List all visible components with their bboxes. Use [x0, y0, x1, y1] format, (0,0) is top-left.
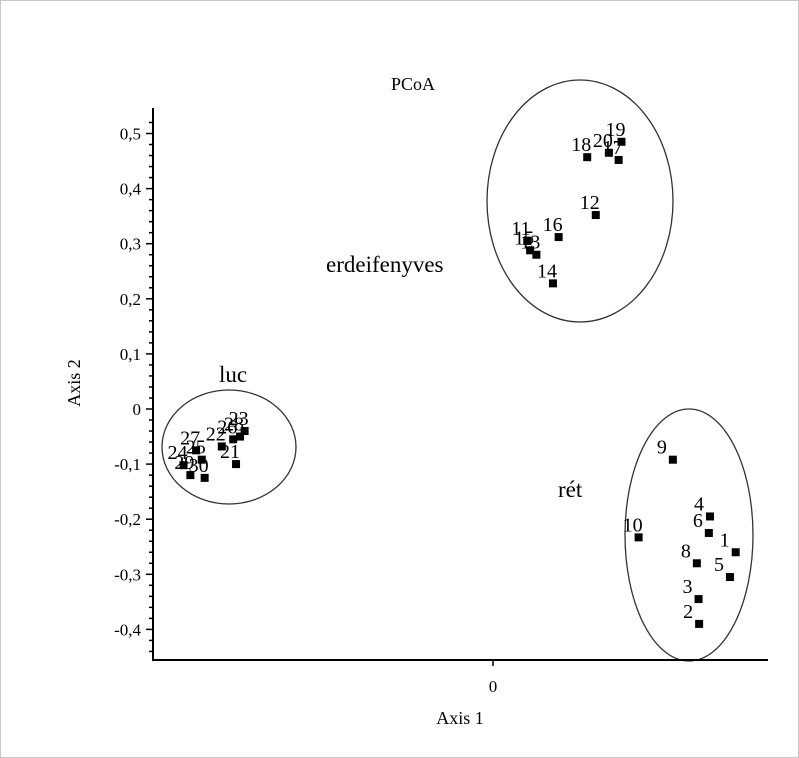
data-point-10	[634, 533, 643, 542]
data-point-label-4: 4	[694, 493, 704, 515]
data-point-label-17: 17	[603, 137, 623, 159]
data-point-30	[200, 473, 209, 482]
y-tick-label: 0,5	[120, 125, 141, 144]
y-tick-label: 0,2	[120, 290, 141, 309]
data-point-label-1: 1	[720, 529, 730, 551]
data-point-label-2: 2	[683, 601, 693, 623]
data-point-label-8: 8	[681, 540, 691, 562]
data-point-label-24: 24	[168, 442, 188, 464]
y-axis-title: Axis 2	[64, 359, 84, 407]
data-point-23	[240, 427, 249, 436]
data-point-14	[548, 279, 557, 288]
data-point-label-13: 13	[520, 232, 540, 254]
data-point-label-20: 20	[593, 130, 613, 152]
data-point-28	[236, 432, 245, 441]
data-point-17	[614, 155, 623, 164]
data-point-3	[694, 595, 703, 604]
data-point-29	[186, 471, 195, 480]
data-point-label-5: 5	[714, 554, 724, 576]
group-ellipse-luc	[161, 389, 297, 505]
y-tick-label: -0,4	[114, 620, 141, 639]
data-point-label-10: 10	[623, 514, 643, 536]
data-point-19	[617, 137, 626, 146]
data-point-label-23: 23	[229, 408, 249, 430]
data-point-label-3: 3	[683, 576, 693, 598]
data-point-27	[192, 446, 201, 455]
data-point-1	[731, 548, 740, 557]
data-point-label-27: 27	[180, 427, 200, 449]
y-tick-label: -0,2	[114, 510, 141, 529]
data-point-20	[604, 148, 613, 157]
data-point-label-25: 25	[186, 437, 206, 459]
data-point-label-21: 21	[220, 441, 240, 463]
data-point-8	[692, 559, 701, 568]
group-label-luc: luc	[219, 362, 247, 387]
group-label-erdeifenyves: erdeifenyves	[326, 252, 444, 277]
y-tick-label: 0	[133, 400, 142, 419]
data-point-label-9: 9	[657, 437, 667, 459]
data-point-22	[217, 442, 226, 451]
group-labels: erdeifenyves luc rét	[219, 252, 583, 502]
data-point-15	[526, 246, 535, 255]
data-point-label-19: 19	[605, 119, 625, 141]
x-ticks: 0	[489, 660, 498, 696]
y-tick-label: -0,1	[114, 455, 141, 474]
data-point-label-18: 18	[571, 134, 591, 156]
data-point-label-26: 26	[217, 416, 237, 438]
data-point-11	[523, 236, 532, 245]
group-ellipse-ret	[624, 408, 754, 662]
data-point-2	[695, 619, 704, 628]
data-point-25	[197, 455, 206, 464]
data-point-5	[725, 573, 734, 582]
y-tick-label: 0,1	[120, 345, 141, 364]
data-point-13	[532, 250, 541, 259]
y-ticks: 0,5 0,4 0,3 0,2 0,1 0 -0,1 -0,2 -0,3 -0,4	[114, 121, 153, 653]
data-point-21	[232, 460, 241, 469]
data-point-12	[591, 211, 600, 220]
chart-title: PCoA	[391, 74, 435, 94]
data-point-label-28: 28	[224, 414, 244, 436]
group-ellipses	[161, 79, 754, 662]
y-tick-label: -0,3	[114, 565, 141, 584]
data-point-label-14: 14	[537, 260, 557, 282]
x-axis-title: Axis 1	[436, 708, 484, 728]
data-point-label-11: 11	[511, 218, 530, 240]
data-point-4	[705, 512, 714, 521]
group-label-ret: rét	[558, 477, 583, 502]
data-point-label-22: 22	[206, 423, 226, 445]
group-ellipse-erdeifenyves	[486, 79, 674, 323]
data-point-label-12: 12	[580, 192, 600, 214]
data-point-24	[179, 461, 188, 470]
point-labels: 1234568910111314151612171819202122232425…	[168, 119, 730, 623]
data-point-26	[229, 435, 238, 444]
data-point-label-30: 30	[189, 455, 209, 477]
y-tick-label: 0,4	[120, 180, 142, 199]
data-point-16	[554, 233, 563, 242]
x-tick-label: 0	[489, 677, 498, 696]
data-point-label-29: 29	[174, 452, 194, 474]
data-point-18	[583, 153, 592, 162]
data-points	[179, 137, 740, 628]
y-tick-label: 0,3	[120, 235, 141, 254]
data-point-label-16: 16	[543, 214, 563, 236]
data-point-label-15: 15	[514, 227, 534, 249]
data-point-label-6: 6	[693, 510, 703, 532]
data-point-9	[668, 455, 677, 464]
data-point-6	[704, 528, 713, 537]
